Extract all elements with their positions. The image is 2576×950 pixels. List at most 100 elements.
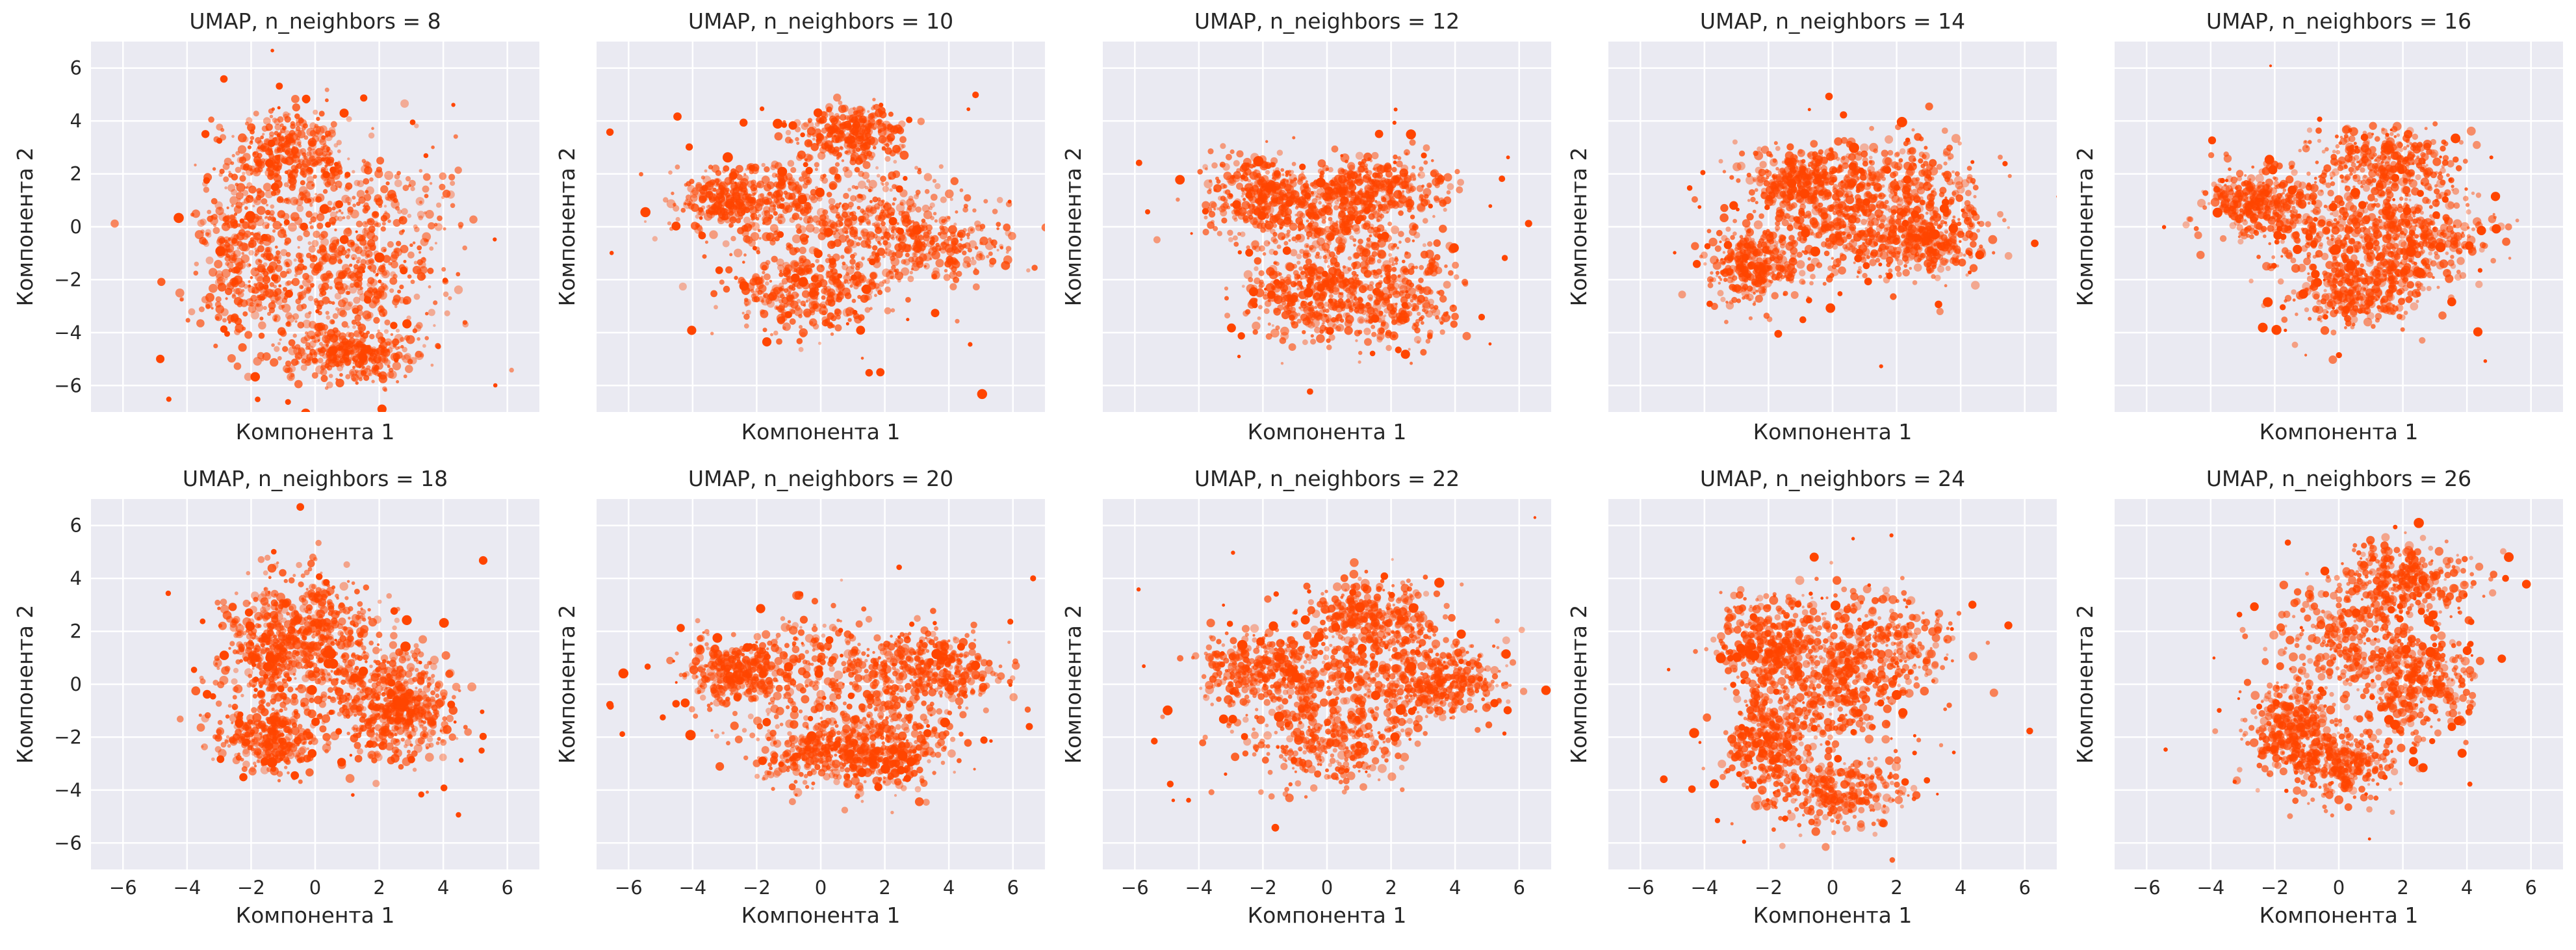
scatter-point — [1213, 184, 1222, 193]
scatter-point — [284, 135, 289, 140]
scatter-point — [1398, 290, 1404, 296]
scatter-point — [286, 280, 292, 286]
scatter-point — [751, 222, 760, 231]
scatter-point — [391, 261, 398, 269]
scatter-point — [424, 211, 427, 214]
scatter-point — [393, 274, 398, 279]
scatter-point — [216, 276, 225, 285]
scatter-point — [1306, 277, 1315, 285]
scatter-point — [1276, 244, 1282, 250]
scatter-point — [828, 198, 836, 205]
scatter-point — [740, 118, 748, 127]
scatter-point — [791, 291, 799, 300]
scatter-point — [317, 250, 321, 254]
scatter-point — [1208, 211, 1216, 218]
scatter-point — [315, 192, 318, 196]
scatter-point — [356, 304, 363, 311]
scatter-point — [364, 166, 372, 175]
scatter-point — [318, 110, 325, 117]
scatter-point — [775, 193, 783, 201]
scatter-point — [224, 186, 228, 190]
scatter-point — [808, 282, 817, 290]
scatter-point — [799, 216, 803, 221]
scatter-point — [265, 123, 273, 131]
scatter-point — [1412, 225, 1416, 229]
scatter-point — [228, 268, 233, 273]
scatter-point — [307, 295, 314, 302]
scatter-point — [1237, 232, 1241, 236]
scatter-point — [1227, 229, 1233, 236]
scatter-point — [1397, 190, 1402, 194]
scatter-point — [223, 176, 229, 183]
scatter-point — [1358, 178, 1364, 185]
scatter-point — [1248, 195, 1254, 201]
scatter-point — [1451, 313, 1459, 320]
scatter-point — [378, 203, 383, 208]
scatter-point — [923, 264, 927, 268]
scatter-point — [1337, 242, 1346, 251]
scatter-point — [383, 357, 389, 362]
scatter-point — [771, 255, 778, 263]
scatter-point — [890, 276, 894, 279]
scatter-point — [1388, 280, 1395, 286]
scatter-point — [1304, 225, 1313, 234]
scatter-point — [363, 209, 367, 212]
scatter-point — [323, 178, 331, 186]
scatter-point — [1233, 210, 1240, 216]
scatter-point — [780, 294, 785, 299]
scatter-point — [244, 206, 248, 210]
scatter-point — [314, 263, 322, 272]
scatter-point — [706, 190, 714, 199]
scatter-point — [274, 245, 278, 249]
scatter-point — [760, 203, 764, 207]
scatter-point — [719, 199, 727, 207]
scatter-point — [666, 199, 676, 209]
scatter-point — [334, 256, 339, 261]
scatter-point — [377, 329, 380, 333]
scatter-point — [326, 206, 332, 213]
scatter-point — [384, 319, 391, 326]
scatter-point — [422, 173, 431, 181]
scatter-point — [366, 365, 371, 370]
scatter-point — [1005, 246, 1012, 252]
scatter-point — [1305, 258, 1313, 265]
scatter-point — [1224, 296, 1229, 301]
scatter-point — [932, 246, 938, 252]
scatter-point — [371, 127, 374, 130]
scatter-point — [1265, 170, 1270, 175]
scatter-point — [352, 377, 357, 381]
scatter-point — [366, 231, 376, 240]
y-axis-label: Компонента 2 — [12, 148, 38, 307]
scatter-point — [760, 276, 764, 279]
scatter-point — [1270, 285, 1276, 290]
scatter-point — [673, 112, 682, 121]
scatter-point — [1454, 274, 1460, 280]
scatter-point — [1298, 266, 1304, 271]
scatter-point — [955, 210, 959, 214]
scatter-point — [278, 136, 285, 142]
scatter-point — [298, 296, 302, 300]
scatter-point — [1398, 283, 1404, 289]
scatter-point — [842, 287, 851, 296]
scatter-point — [827, 312, 834, 320]
scatter-point — [1394, 256, 1398, 260]
scatter-point — [833, 94, 842, 102]
scatter-point — [848, 133, 851, 136]
scatter-point — [266, 203, 269, 207]
scatter-point — [842, 261, 846, 266]
scatter-point — [834, 173, 841, 180]
scatter-point — [276, 196, 284, 203]
scatter-point — [728, 224, 733, 229]
scatter-point — [1358, 360, 1361, 364]
scatter-point — [352, 365, 356, 369]
scatter-point — [1259, 186, 1266, 192]
scatter-point — [354, 314, 361, 322]
scatter-point — [414, 123, 419, 129]
scatter-point — [871, 245, 878, 251]
scatter-point — [838, 221, 844, 227]
scatter-point — [729, 179, 735, 185]
scatter-point — [851, 274, 857, 281]
y-tick-label: −2 — [54, 268, 82, 290]
scatter-point — [890, 211, 895, 216]
scatter-point — [1322, 255, 1328, 260]
